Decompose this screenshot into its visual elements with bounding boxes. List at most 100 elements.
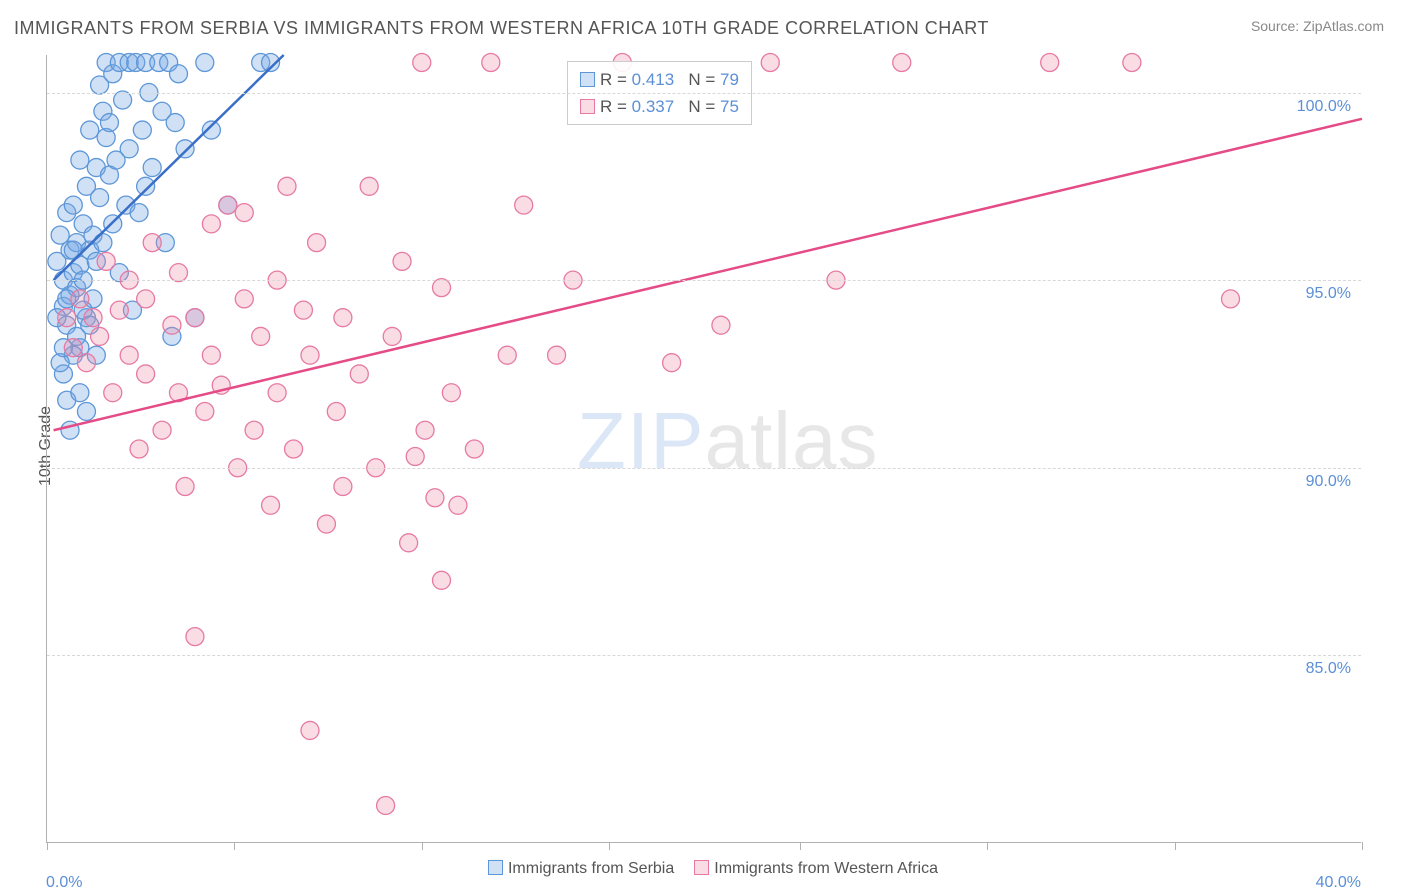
data-point xyxy=(133,121,151,139)
gridline xyxy=(47,93,1361,94)
gridline xyxy=(47,280,1361,281)
data-point xyxy=(130,204,148,222)
data-point xyxy=(278,177,296,195)
data-point xyxy=(202,346,220,364)
data-point xyxy=(64,339,82,357)
data-point xyxy=(308,234,326,252)
data-point xyxy=(712,316,730,334)
data-point xyxy=(245,421,263,439)
stat-r-value: 0.413 xyxy=(632,70,675,89)
data-point xyxy=(202,121,220,139)
data-point xyxy=(120,346,138,364)
data-point xyxy=(64,196,82,214)
chart-title: IMMIGRANTS FROM SERBIA VS IMMIGRANTS FRO… xyxy=(14,18,1392,39)
data-point xyxy=(262,496,280,514)
data-point xyxy=(426,489,444,507)
plot-area: ZIPatlas R = 0.413 N = 79R = 0.337 N = 7… xyxy=(46,55,1361,843)
data-point xyxy=(1222,290,1240,308)
data-point xyxy=(71,384,89,402)
data-point xyxy=(360,177,378,195)
data-point xyxy=(482,54,500,72)
data-point xyxy=(449,496,467,514)
data-point xyxy=(317,515,335,533)
data-point xyxy=(170,264,188,282)
data-point xyxy=(433,279,451,297)
data-point xyxy=(77,402,95,420)
scatter-svg xyxy=(47,55,1361,842)
stat-n-label: N = xyxy=(688,97,720,116)
data-point xyxy=(186,628,204,646)
data-point xyxy=(1041,54,1059,72)
data-point xyxy=(97,252,115,270)
data-point xyxy=(137,290,155,308)
legend-swatch xyxy=(580,72,595,87)
stats-row: R = 0.413 N = 79 xyxy=(580,66,739,93)
data-point xyxy=(433,571,451,589)
data-point xyxy=(400,534,418,552)
data-point xyxy=(252,327,270,345)
legend-swatch xyxy=(488,860,503,875)
data-point xyxy=(71,290,89,308)
data-point xyxy=(219,196,237,214)
x-tick xyxy=(422,842,423,850)
data-point xyxy=(170,65,188,83)
x-tick xyxy=(1362,842,1363,850)
data-point xyxy=(235,290,253,308)
legend-swatch xyxy=(694,860,709,875)
data-point xyxy=(100,114,118,132)
data-point xyxy=(406,448,424,466)
data-point xyxy=(350,365,368,383)
data-point xyxy=(153,421,171,439)
data-point xyxy=(130,440,148,458)
data-point xyxy=(176,478,194,496)
x-tick xyxy=(987,842,988,850)
stat-r-value: 0.337 xyxy=(632,97,675,116)
legend-series-label: Immigrants from Serbia xyxy=(508,860,674,877)
x-tick xyxy=(800,842,801,850)
data-point xyxy=(104,384,122,402)
data-point xyxy=(285,440,303,458)
data-point xyxy=(465,440,483,458)
data-point xyxy=(77,354,95,372)
data-point xyxy=(416,421,434,439)
data-point xyxy=(71,151,89,169)
data-point xyxy=(120,140,138,158)
data-point xyxy=(498,346,516,364)
data-point xyxy=(515,196,533,214)
source-attribution: Source: ZipAtlas.com xyxy=(1251,18,1384,34)
data-point xyxy=(761,54,779,72)
y-tick-label: 100.0% xyxy=(1297,98,1351,116)
stat-r-label: R = xyxy=(600,70,632,89)
data-point xyxy=(143,159,161,177)
stat-n-value: 75 xyxy=(720,97,739,116)
data-point xyxy=(301,721,319,739)
data-point xyxy=(301,346,319,364)
data-point xyxy=(1123,54,1141,72)
legend-series-label: Immigrants from Western Africa xyxy=(714,860,938,877)
data-point xyxy=(58,309,76,327)
data-point xyxy=(196,402,214,420)
data-point xyxy=(114,91,132,109)
gridline xyxy=(47,655,1361,656)
data-point xyxy=(91,189,109,207)
data-point xyxy=(91,327,109,345)
data-point xyxy=(663,354,681,372)
stats-row: R = 0.337 N = 75 xyxy=(580,93,739,120)
stat-n-value: 79 xyxy=(720,70,739,89)
data-point xyxy=(202,215,220,233)
data-point xyxy=(235,204,253,222)
y-tick-label: 95.0% xyxy=(1306,285,1351,303)
data-point xyxy=(383,327,401,345)
data-point xyxy=(334,478,352,496)
data-point xyxy=(334,309,352,327)
data-point xyxy=(176,140,194,158)
y-tick-label: 85.0% xyxy=(1306,660,1351,678)
x-tick xyxy=(1175,842,1176,850)
data-point xyxy=(268,384,286,402)
data-point xyxy=(137,177,155,195)
series-legend: Immigrants from Serbia Immigrants from We… xyxy=(0,860,1406,878)
data-point xyxy=(163,316,181,334)
data-point xyxy=(548,346,566,364)
y-tick-label: 90.0% xyxy=(1306,473,1351,491)
data-point xyxy=(84,309,102,327)
